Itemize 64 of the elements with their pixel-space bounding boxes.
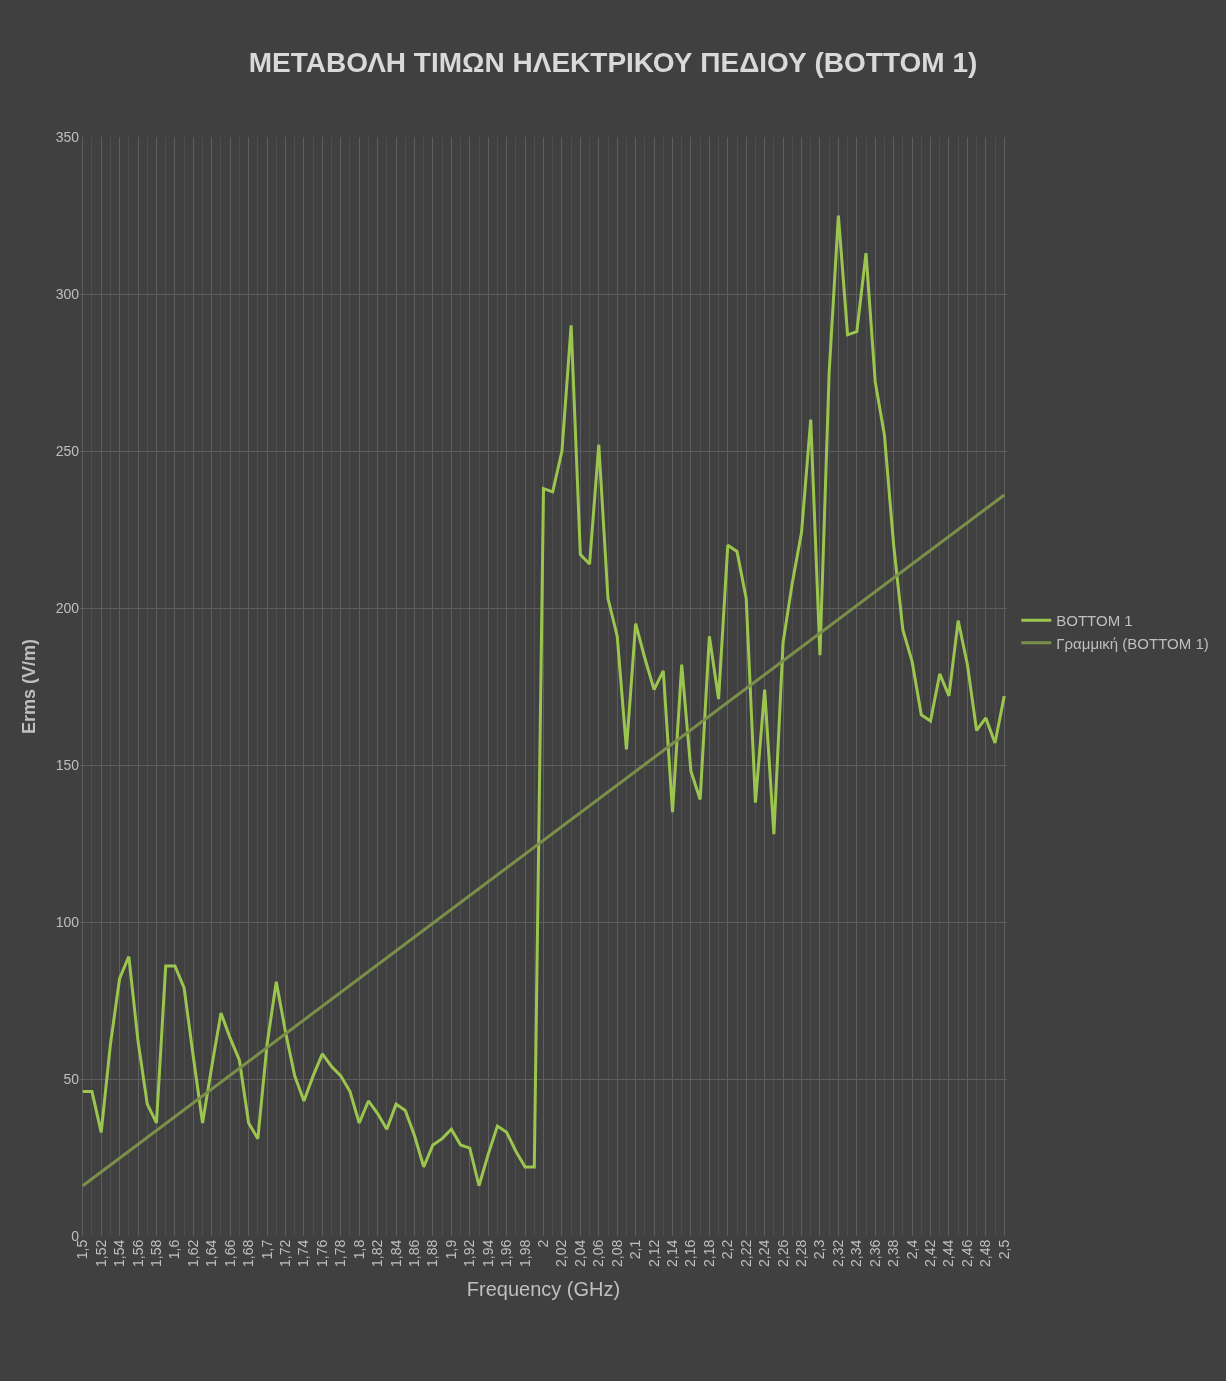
x-tick-label: 2,4: [903, 1239, 920, 1260]
x-tick-label: 2,38: [885, 1239, 902, 1268]
x-tick-label: 1,94: [479, 1239, 496, 1268]
x-tick-label: 1,72: [277, 1239, 294, 1268]
y-tick-label: 150: [55, 756, 80, 773]
x-tick-label: 1,7: [258, 1239, 275, 1260]
x-tick-label: 2,18: [700, 1239, 717, 1268]
x-tick-label: 1,68: [240, 1239, 257, 1268]
x-tick-label: 2,34: [848, 1239, 865, 1268]
x-tick-label: 2,36: [866, 1239, 883, 1268]
y-tick-label: 50: [63, 1070, 80, 1087]
x-tick-label: 1,8: [350, 1239, 367, 1260]
x-tick-label: 1,98: [516, 1239, 533, 1268]
x-tick-label: 2,04: [571, 1239, 588, 1268]
x-tick-label: 1,84: [387, 1239, 404, 1268]
x-tick-label: 2,28: [793, 1239, 810, 1268]
y-tick-label: 350: [55, 128, 80, 145]
x-tick-label: 2,26: [774, 1239, 791, 1268]
x-tick-label: 1,58: [148, 1239, 165, 1268]
x-tick-label: 1,6: [166, 1239, 183, 1260]
x-tick-label: 2,1: [627, 1239, 644, 1260]
y-tick-label: 100: [55, 913, 80, 930]
line-series: [81, 214, 1006, 1188]
x-tick-label: 2,12: [645, 1239, 662, 1268]
x-tick-label: 1,56: [129, 1239, 146, 1268]
x-tick-label: 2,24: [756, 1239, 773, 1268]
x-tick-label: 2,16: [682, 1239, 699, 1268]
x-tick-label: 1,74: [295, 1239, 312, 1268]
x-tick-label: 2: [535, 1239, 552, 1248]
x-tick-label: 1,82: [369, 1239, 386, 1268]
x-tick-label: 2,46: [958, 1239, 975, 1268]
y-tick-label: 300: [55, 285, 80, 302]
x-tick-label: 2,06: [590, 1239, 607, 1268]
x-tick-label: 2,3: [811, 1239, 828, 1260]
x-tick-label: 2,2: [719, 1239, 736, 1260]
y-axis-title: Erms (V/m): [18, 638, 39, 735]
y-tick-label: 0: [71, 1227, 80, 1244]
x-tick-label: 2,5: [995, 1239, 1012, 1260]
legend-label: BOTTOM 1: [1056, 612, 1133, 630]
y-tick-label: 200: [55, 599, 80, 616]
x-tick-label: 1,64: [203, 1239, 220, 1268]
x-tick-label: 1,78: [332, 1239, 349, 1268]
x-tick-label: 1,96: [498, 1239, 515, 1268]
x-tick-label: 2,22: [737, 1239, 754, 1268]
x-tick-label: 1,76: [313, 1239, 330, 1268]
x-tick-label: 1,52: [92, 1239, 109, 1268]
x-tick-label: 1,54: [111, 1239, 128, 1268]
x-axis-title: Frequency (GHz): [466, 1277, 621, 1300]
x-tick-label: 2,14: [664, 1239, 681, 1268]
y-tick-label: 250: [55, 442, 80, 459]
x-tick-label: 2,42: [922, 1239, 939, 1268]
x-tick-label: 1,92: [461, 1239, 478, 1268]
x-tick-label: 1,66: [221, 1239, 238, 1268]
x-tick-label: 2,48: [977, 1239, 994, 1268]
x-tick-label: 2,32: [829, 1239, 846, 1268]
x-tick-label: 2,02: [553, 1239, 570, 1268]
x-tick-label: 1,88: [424, 1239, 441, 1268]
chart-title: ΜΕΤΑΒΟΛΗ ΤΙΜΩΝ ΗΛΕΚΤΡΙΚΟΥ ΠΕΔΙΟΥ (BOTTOM 1): [248, 46, 978, 78]
x-tick-label: 1,86: [406, 1239, 423, 1268]
legend-label: Γραμμική (BOTTOM 1): [1056, 634, 1209, 652]
x-tick-label: 1,62: [184, 1239, 201, 1268]
x-tick-label: 2,44: [940, 1239, 957, 1268]
x-tick-label: 2,08: [608, 1239, 625, 1268]
x-tick-label: 1,9: [442, 1239, 459, 1260]
